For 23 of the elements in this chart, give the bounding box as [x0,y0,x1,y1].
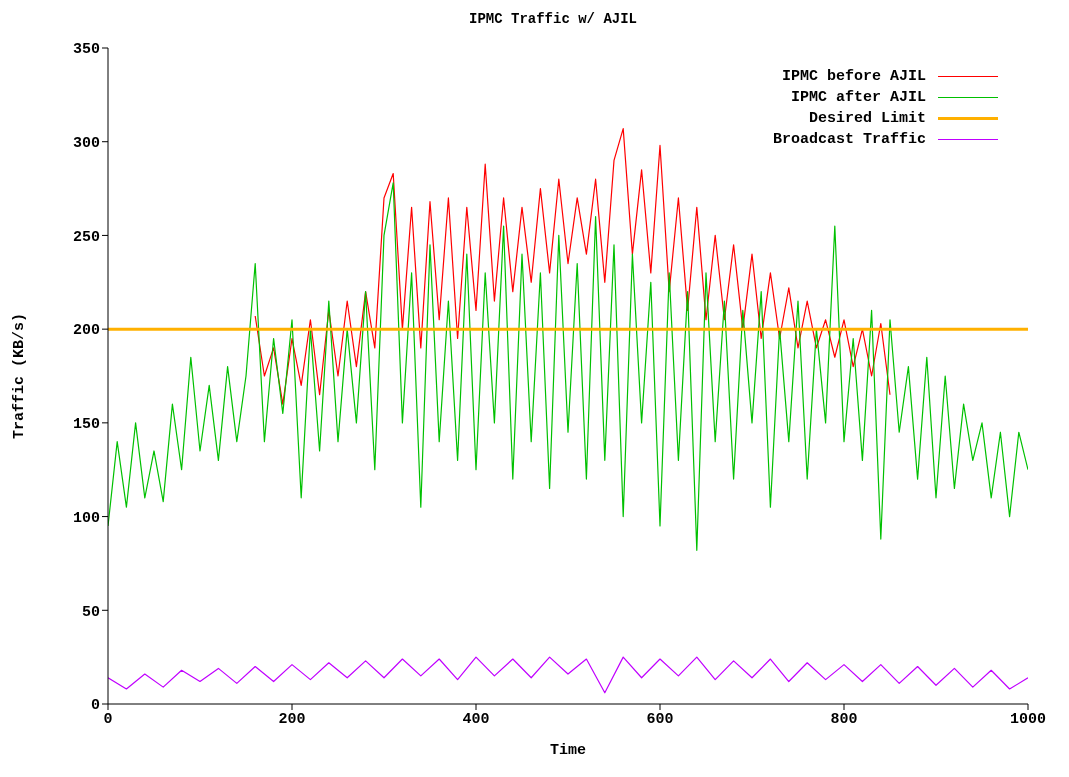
legend-label: Desired Limit [808,109,926,129]
x-tick-label: 1000 [1009,710,1047,728]
legend-label: IPMC before AJIL [781,67,926,87]
chart-title: IPMC Traffic w/ AJIL [468,10,638,29]
y-tick-label: 0 [90,697,100,715]
x-tick-label: 0 [103,710,113,728]
legend-label: Broadcast Traffic [772,130,926,150]
y-tick-label: 100 [72,509,100,527]
y-tick-label: 200 [72,322,100,340]
y-axis-title: Traffic (KB/s) [11,312,29,440]
y-tick-label: 350 [72,41,100,59]
y-tick-label: 300 [72,135,100,153]
x-tick-label: 200 [278,710,306,728]
x-tick-label: 800 [830,710,858,728]
y-tick-label: 150 [72,416,100,434]
x-tick-label: 400 [462,710,490,728]
x-tick-label: 600 [646,710,674,728]
legend-label: IPMC after AJIL [790,88,926,108]
y-tick-label: 50 [81,603,100,621]
x-axis-title: Time [549,742,587,759]
y-tick-label: 250 [72,228,100,246]
line-series [108,182,1028,551]
line-series [108,656,1028,694]
